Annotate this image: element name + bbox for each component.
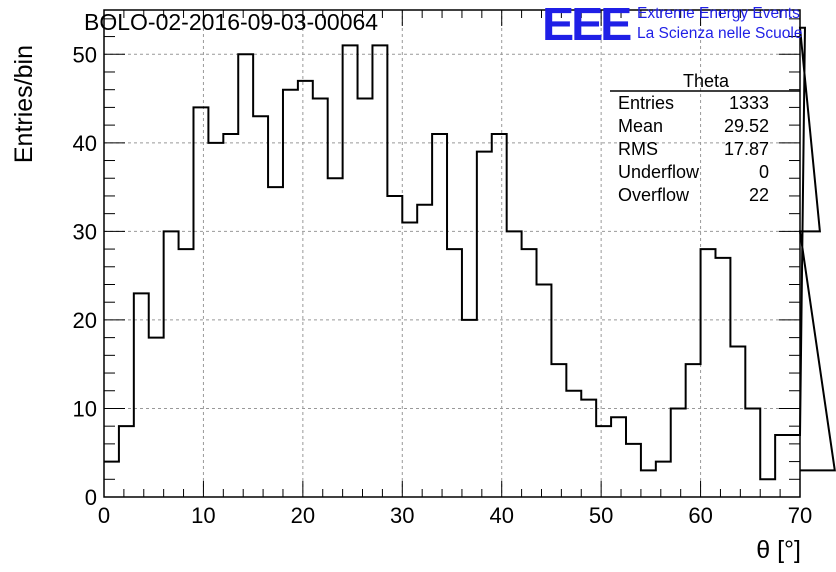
logo-caption-line1: Extreme Energy Events [637,5,800,22]
stat-label-entries: Entries [618,93,675,113]
x-tick-label: 40 [489,503,513,528]
x-tick-label: 20 [291,503,315,528]
x-tick-label: 10 [191,503,215,528]
axis-ticks [103,10,801,498]
stat-label-underflow: Underflow [618,162,700,182]
logo-caption-line2: La Scienza nelle Scuole [637,25,803,42]
stats-title: Theta [682,71,730,91]
y-tick-labels: 0 10 20 30 40 50 [73,42,97,510]
y-tick-label: 40 [73,131,97,156]
stat-value-entries: 1333 [728,93,769,113]
y-tick-label: 50 [73,42,97,67]
y-axis-title: Entries/bin [10,45,38,163]
x-tick-label: 30 [390,503,414,528]
x-tick-label: 0 [98,503,110,528]
plot-frame [103,9,801,498]
y-tick-label: 30 [73,219,97,244]
stat-value-rms: 17.87 [723,139,769,159]
x-tick-label: 70 [788,503,812,528]
stat-value-mean: 29.52 [723,116,769,136]
x-tick-label: 50 [589,503,613,528]
x-axis-title: θ [°] [756,536,801,564]
stat-label-overflow: Overflow [618,185,690,205]
stat-value-underflow: 0 [758,162,769,182]
eee-logo: EEE [542,0,632,50]
x-tick-labels: 0 10 20 30 40 50 60 70 [98,503,812,528]
x-tick-label: 60 [688,503,712,528]
stat-label-mean: Mean [618,116,664,136]
y-tick-label: 20 [73,308,97,333]
y-tick-label: 0 [85,485,97,510]
histogram-line [104,26,836,481]
run-title: BOLO-02-2016-09-03-00064 [84,9,379,35]
stat-label-rms: RMS [618,139,658,159]
stat-value-overflow: 22 [748,185,769,205]
y-tick-label: 10 [73,396,97,421]
